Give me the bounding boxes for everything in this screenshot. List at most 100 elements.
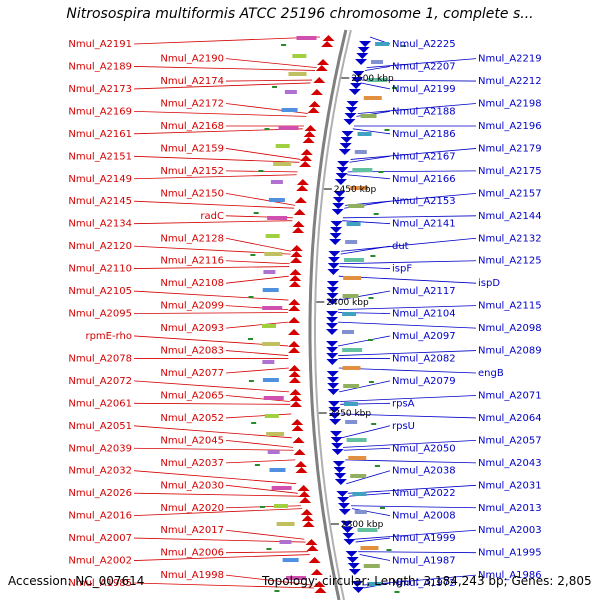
right-gene-label[interactable]: Nmul_A2050 bbox=[392, 443, 456, 454]
right-gene-label[interactable]: Nmul_A2104 bbox=[392, 309, 456, 320]
right-gene-label[interactable]: Nmul_A2098 bbox=[478, 323, 542, 334]
right-gene-label[interactable]: Nmul_A2167 bbox=[392, 151, 456, 162]
right-gene-label[interactable]: Nmul_A2008 bbox=[392, 511, 456, 522]
left-gene-label[interactable]: Nmul_A2083 bbox=[160, 346, 224, 357]
right-gene-label[interactable]: Nmul_A2198 bbox=[478, 99, 542, 110]
left-gene-label[interactable]: Nmul_A2052 bbox=[160, 413, 224, 424]
right-gene-label[interactable]: Nmul_A2212 bbox=[478, 76, 542, 87]
right-gene-label[interactable]: Nmul_A2199 bbox=[392, 84, 456, 95]
left-gene-label[interactable]: Nmul_A2037 bbox=[160, 458, 224, 469]
left-gene-label[interactable]: Nmul_A2030 bbox=[160, 480, 224, 491]
right-gene-label[interactable]: Nmul_A2179 bbox=[478, 143, 542, 154]
right-gene-label[interactable]: Nmul_A2125 bbox=[478, 256, 542, 267]
right-gene-label[interactable]: Nmul_A2115 bbox=[478, 301, 542, 312]
left-gene-label[interactable]: Nmul_A2095 bbox=[68, 309, 132, 320]
gene-arrow-forward bbox=[315, 65, 328, 71]
left-gene-label[interactable]: Nmul_A2149 bbox=[68, 174, 132, 185]
left-gene-label[interactable]: Nmul_A2105 bbox=[68, 286, 132, 297]
left-gene-label[interactable]: Nmul_A2190 bbox=[160, 54, 224, 65]
left-gene-label[interactable]: Nmul_A2168 bbox=[160, 121, 224, 132]
right-gene-label[interactable]: Nmul_A1987 bbox=[392, 556, 456, 567]
right-gene-label[interactable]: Nmul_A2141 bbox=[392, 219, 456, 230]
right-gene-label[interactable]: ispD bbox=[478, 278, 500, 289]
left-gene-label[interactable]: Nmul_A2145 bbox=[68, 196, 132, 207]
right-gene-label[interactable]: rpsA bbox=[392, 398, 415, 409]
left-gene-label[interactable]: Nmul_A2007 bbox=[68, 533, 132, 544]
right-gene-label[interactable]: Nmul_A2186 bbox=[392, 129, 456, 140]
left-gene-label[interactable]: Nmul_A2128 bbox=[160, 233, 224, 244]
right-gene-label[interactable]: Nmul_A2188 bbox=[392, 106, 456, 117]
right-gene-label[interactable]: Nmul_A2013 bbox=[478, 503, 542, 514]
right-gene-label[interactable]: Nmul_A1999 bbox=[392, 533, 456, 544]
left-gene-label[interactable]: Nmul_A2002 bbox=[68, 556, 132, 567]
right-gene-label[interactable]: Nmul_A2196 bbox=[478, 121, 542, 132]
left-gene-label[interactable]: Nmul_A2120 bbox=[68, 241, 132, 252]
right-gene-label[interactable]: Nmul_A2089 bbox=[478, 346, 542, 357]
left-gene-label[interactable]: Nmul_A2189 bbox=[68, 61, 132, 72]
left-gene-label[interactable]: Nmul_A2093 bbox=[160, 323, 224, 334]
right-gene-label[interactable]: Nmul_A2153 bbox=[392, 196, 456, 207]
left-gene-label[interactable]: Nmul_A2006 bbox=[160, 548, 224, 559]
right-gene-label[interactable]: Nmul_A2043 bbox=[478, 458, 542, 469]
gene-arrow-reverse bbox=[345, 551, 358, 557]
right-gene-label[interactable]: engB bbox=[478, 368, 504, 379]
left-gene-label[interactable]: Nmul_A2159 bbox=[160, 143, 224, 154]
right-gene-label[interactable]: Nmul_A1995 bbox=[478, 548, 542, 559]
right-gene-label[interactable]: Nmul_A2166 bbox=[392, 174, 456, 185]
left-gene-label[interactable]: Nmul_A2016 bbox=[68, 511, 132, 522]
left-gene-label[interactable]: Nmul_A2152 bbox=[160, 166, 224, 177]
right-gene-label[interactable]: ispF bbox=[392, 264, 412, 275]
right-gene-label[interactable]: Nmul_A2057 bbox=[478, 435, 542, 446]
left-gene-label[interactable]: Nmul_A2161 bbox=[68, 129, 132, 140]
left-gene-label[interactable]: Nmul_A2072 bbox=[68, 376, 132, 387]
left-gene-label[interactable]: Nmul_A2191 bbox=[68, 39, 132, 50]
left-gene-label[interactable]: Nmul_A2151 bbox=[68, 151, 132, 162]
right-gene-label[interactable]: Nmul_A2071 bbox=[478, 390, 542, 401]
left-gene-label[interactable]: radC bbox=[200, 211, 224, 222]
left-gene-label[interactable]: Nmul_A2026 bbox=[68, 488, 132, 499]
right-gene-label[interactable]: Nmul_A2003 bbox=[478, 525, 542, 536]
left-gene-label[interactable]: Nmul_A2173 bbox=[68, 84, 132, 95]
right-gene-label[interactable]: Nmul_A2225 bbox=[392, 39, 456, 50]
left-gene-label[interactable]: Nmul_A2099 bbox=[160, 301, 224, 312]
right-gene-label[interactable]: rpsU bbox=[392, 421, 415, 432]
left-gene-label[interactable]: Nmul_A2169 bbox=[68, 106, 132, 117]
left-gene-label[interactable]: Nmul_A2077 bbox=[160, 368, 224, 379]
right-gene-label[interactable]: Nmul_A2097 bbox=[392, 331, 456, 342]
right-gene-label[interactable]: Nmul_A2207 bbox=[392, 61, 456, 72]
right-gene-label[interactable]: Nmul_A2132 bbox=[478, 233, 542, 244]
right-gene-label[interactable]: Nmul_A2157 bbox=[478, 188, 542, 199]
left-gene-label[interactable]: Nmul_A2017 bbox=[160, 525, 224, 536]
left-gene-label[interactable]: Nmul_A2108 bbox=[160, 278, 224, 289]
left-gene-label[interactable]: Nmul_A2045 bbox=[160, 435, 224, 446]
right-gene-label[interactable]: Nmul_A2031 bbox=[478, 480, 542, 491]
right-gene-label[interactable]: Nmul_A2079 bbox=[392, 376, 456, 387]
right-gene-label[interactable]: Nmul_A2144 bbox=[478, 211, 542, 222]
left-gene-label[interactable]: Nmul_A2020 bbox=[160, 503, 224, 514]
right-gene-label[interactable]: Nmul_A1972 bbox=[392, 578, 456, 589]
left-gene-label[interactable]: Nmul_A2061 bbox=[68, 398, 132, 409]
left-gene-label[interactable]: Nmul_A2051 bbox=[68, 421, 132, 432]
left-gene-label[interactable]: Nmul_A1985 bbox=[68, 578, 132, 589]
right-gene-label[interactable]: Nmul_A2175 bbox=[478, 166, 542, 177]
right-gene-label[interactable]: Nmul_A2038 bbox=[392, 466, 456, 477]
left-gene-label[interactable]: Nmul_A2078 bbox=[68, 353, 132, 364]
left-gene-label[interactable]: Nmul_A2134 bbox=[68, 219, 132, 230]
right-gene-label[interactable]: Nmul_A2022 bbox=[392, 488, 456, 499]
right-gene-label[interactable]: Nmul_A1986 bbox=[478, 570, 542, 581]
left-gene-label[interactable]: Nmul_A2150 bbox=[160, 188, 224, 199]
left-gene-label[interactable]: Nmul_A2065 bbox=[160, 390, 224, 401]
left-gene-label[interactable]: Nmul_A2110 bbox=[68, 264, 132, 275]
left-gene-label[interactable]: Nmul_A2172 bbox=[160, 99, 224, 110]
right-gene-label[interactable]: Nmul_A2219 bbox=[478, 54, 542, 65]
left-gene-label[interactable]: Nmul_A2032 bbox=[68, 466, 132, 477]
left-gene-label[interactable]: Nmul_A1998 bbox=[160, 570, 224, 581]
right-gene-label[interactable]: dut bbox=[392, 241, 409, 252]
left-gene-label[interactable]: Nmul_A2116 bbox=[160, 256, 224, 267]
right-gene-label[interactable]: Nmul_A2064 bbox=[478, 413, 542, 424]
left-gene-label[interactable]: Nmul_A2174 bbox=[160, 76, 224, 87]
right-gene-label[interactable]: Nmul_A2117 bbox=[392, 286, 456, 297]
left-gene-label[interactable]: rpmE-rho bbox=[85, 331, 132, 342]
right-gene-label[interactable]: Nmul_A2082 bbox=[392, 353, 456, 364]
left-gene-label[interactable]: Nmul_A2039 bbox=[68, 443, 132, 454]
